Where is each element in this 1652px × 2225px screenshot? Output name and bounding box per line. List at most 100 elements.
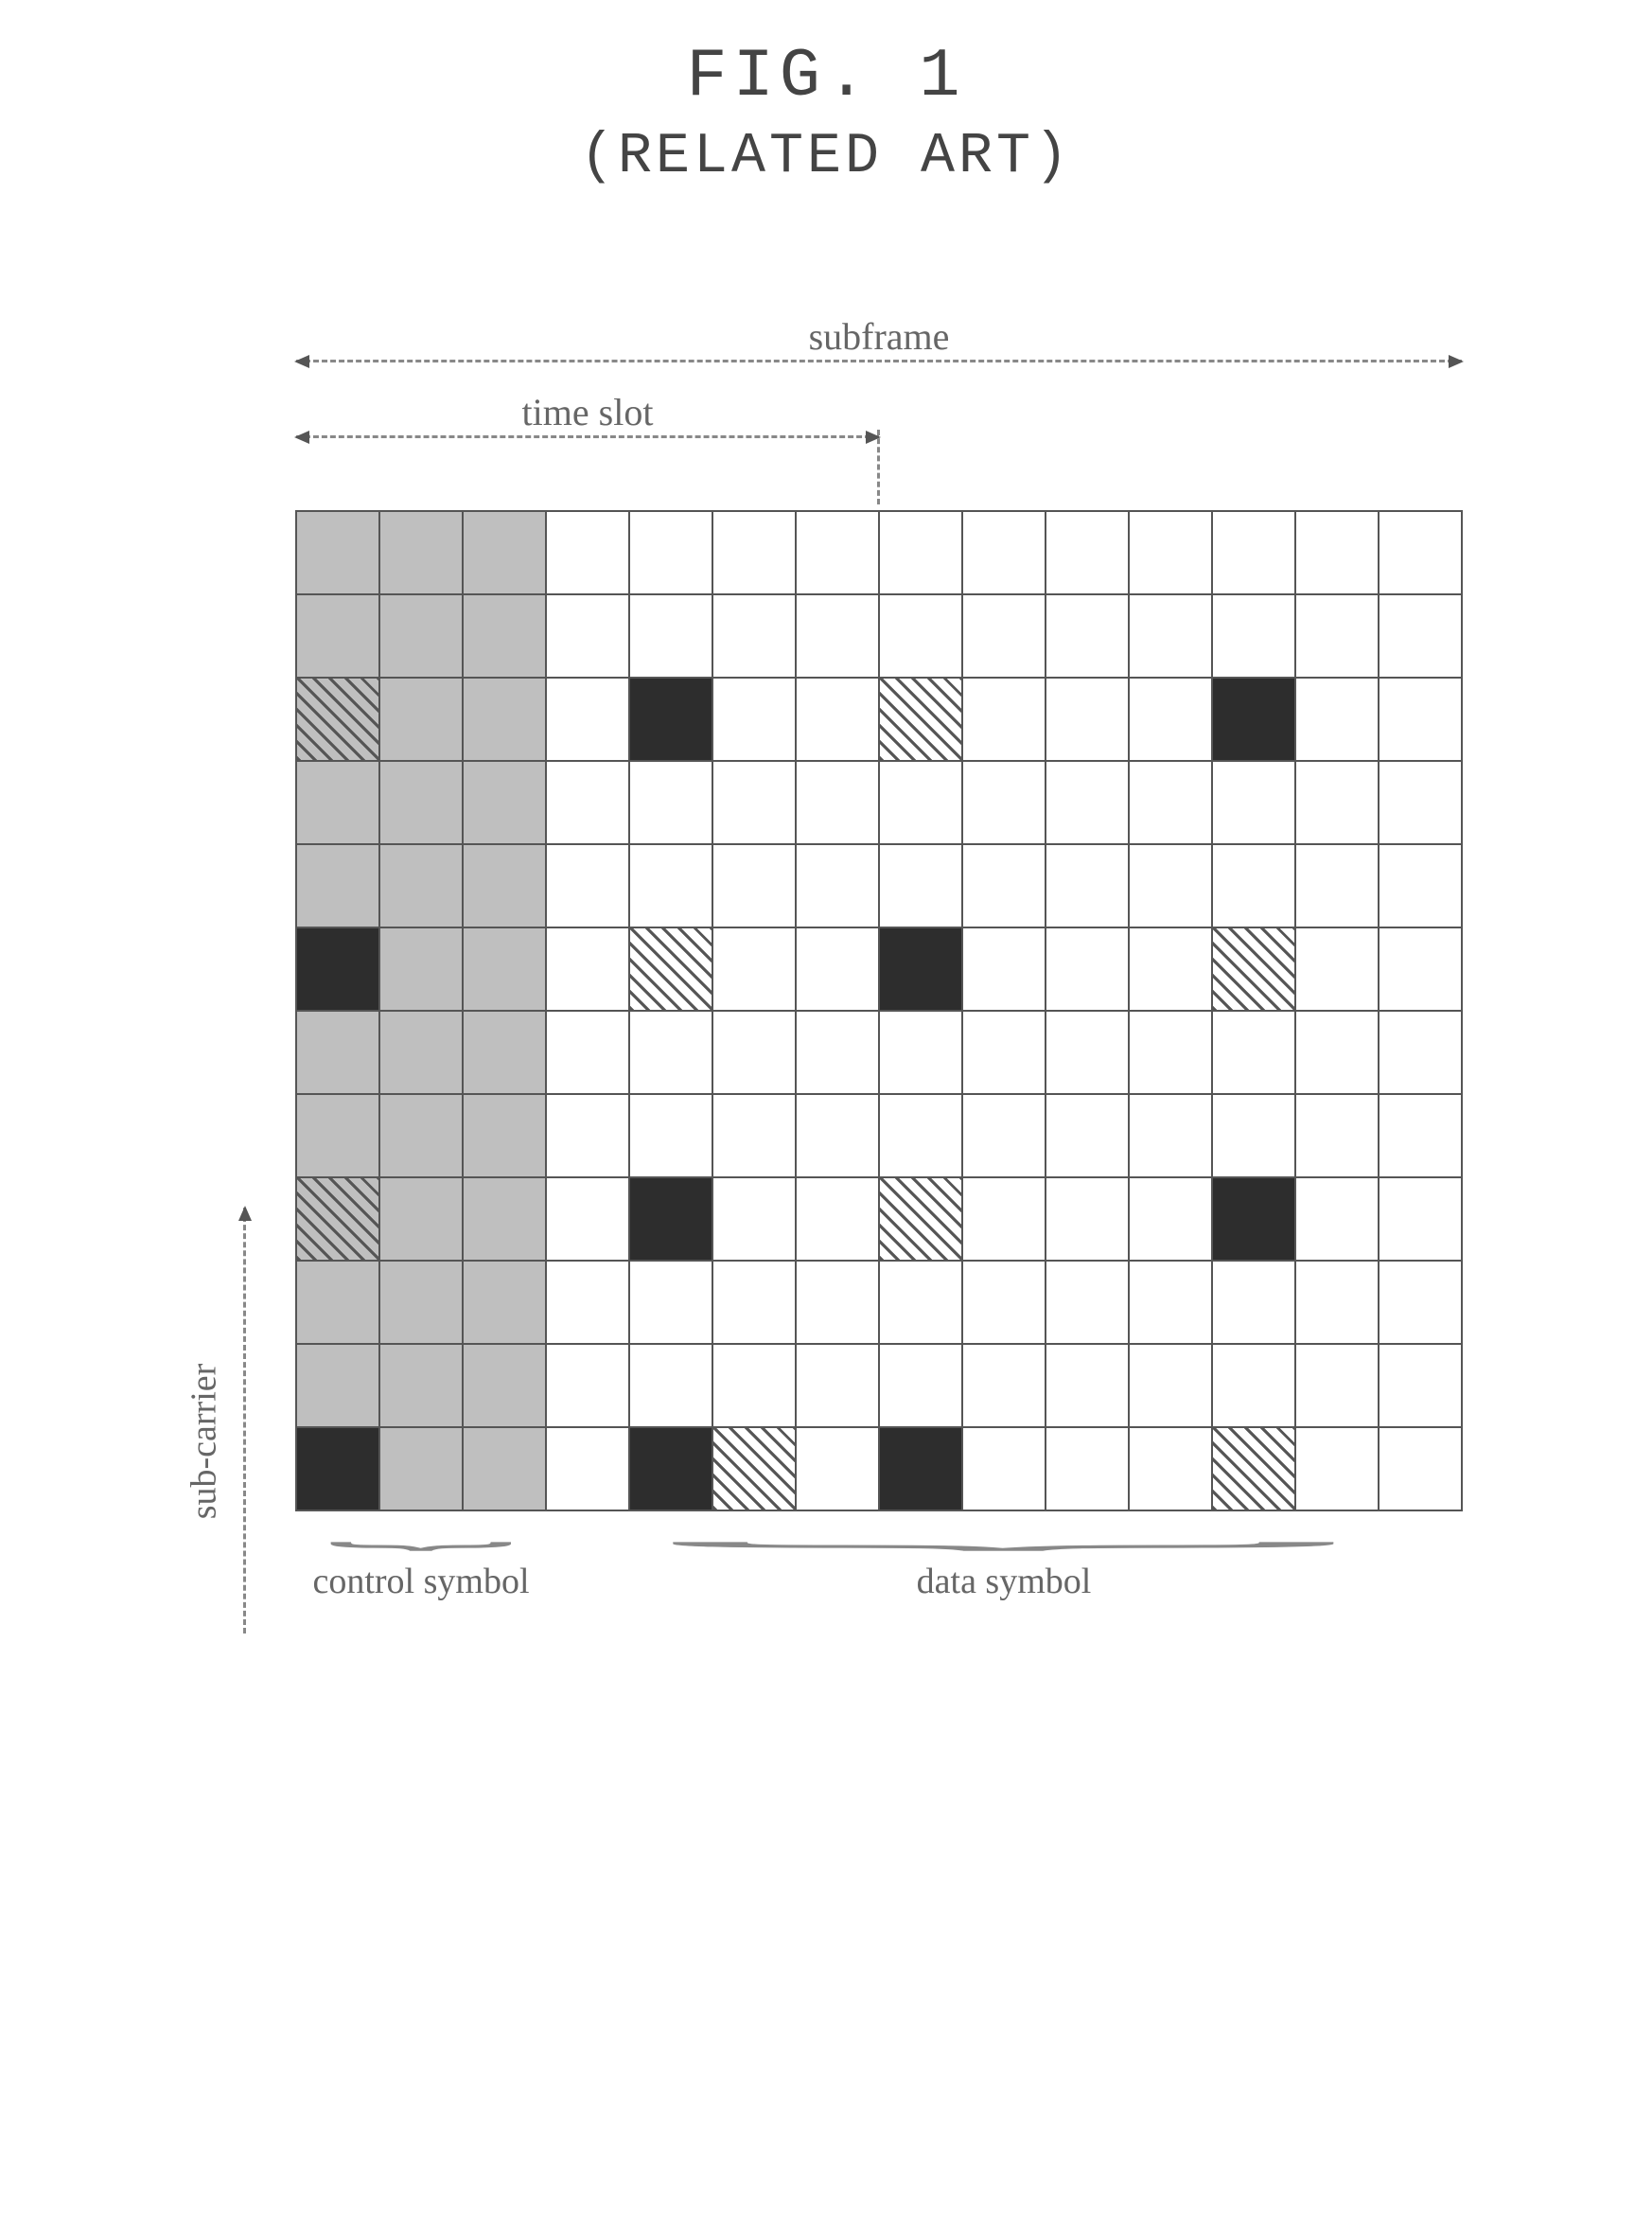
grid-cell [961, 1260, 1046, 1345]
grid-cell [878, 677, 963, 762]
bottom-brace-labels: ⏟ control symbol ⏟ data symbol [296, 1520, 1488, 1633]
subcarrier-arrow-line [243, 1208, 246, 1633]
grid-cell [878, 593, 963, 679]
grid-cell [378, 1093, 464, 1178]
grid-cell [462, 1093, 547, 1178]
grid-cell [1378, 927, 1463, 1012]
grid-cell [961, 760, 1046, 845]
grid-cell [878, 1260, 963, 1345]
grid-cell [545, 760, 630, 845]
grid-cell [295, 510, 380, 595]
grid-cell [712, 1010, 797, 1095]
grid-cell [1128, 927, 1213, 1012]
grid-cell [545, 593, 630, 679]
grid-cell [1128, 1260, 1213, 1345]
grid-cell [961, 510, 1046, 595]
grid-cell [712, 510, 797, 595]
grid-cell [795, 760, 880, 845]
grid-cell [1128, 510, 1213, 595]
subframe-arrow-line [296, 360, 1462, 362]
grid-cell [1378, 843, 1463, 928]
grid-cell [1045, 593, 1130, 679]
grid-cell [462, 677, 547, 762]
grid-cell [1045, 843, 1130, 928]
grid-cell [378, 760, 464, 845]
grid-cell [1378, 593, 1463, 679]
grid-cell [712, 1426, 797, 1511]
grid-cell [378, 1010, 464, 1095]
grid-cell [1128, 1176, 1213, 1262]
grid-cell [961, 1426, 1046, 1511]
grid-cell [628, 1426, 713, 1511]
grid-cell [295, 677, 380, 762]
grid-cell [295, 1343, 380, 1428]
grid-cell [712, 1093, 797, 1178]
grid-cell [1045, 1426, 1130, 1511]
grid-cell [1128, 1343, 1213, 1428]
grid-cell [378, 1260, 464, 1345]
grid-cell [1128, 760, 1213, 845]
grid-cell [295, 593, 380, 679]
figure-subtitle: (RELATED ART) [164, 125, 1488, 189]
grid-cell [545, 1426, 630, 1511]
grid-cell [1294, 1176, 1380, 1262]
grid-cell [545, 843, 630, 928]
grid-cell [545, 1260, 630, 1345]
grid-cell [961, 927, 1046, 1012]
grid-cell [712, 677, 797, 762]
top-dimension-labels: subframe time slot [296, 360, 1488, 511]
grid-cell [1128, 593, 1213, 679]
grid-cell [1211, 1093, 1296, 1178]
grid-cell [378, 1426, 464, 1511]
grid-cell [462, 760, 547, 845]
timeslot-end-tick [877, 430, 880, 504]
grid-cell [961, 1010, 1046, 1095]
grid-cell [295, 760, 380, 845]
title-block: FIG. 1 (RELATED ART) [164, 38, 1488, 189]
grid-cell [628, 593, 713, 679]
grid-cell [1378, 1260, 1463, 1345]
grid-cell [1378, 1426, 1463, 1511]
grid-cell [628, 677, 713, 762]
grid-cell [295, 1426, 380, 1511]
grid-cell [1211, 1176, 1296, 1262]
grid-cell [878, 1093, 963, 1178]
grid-cell [795, 843, 880, 928]
grid-cell [712, 1176, 797, 1262]
grid-cell [378, 843, 464, 928]
grid-cell [295, 1260, 380, 1345]
grid-cell [1294, 843, 1380, 928]
grid-cell [1045, 1010, 1130, 1095]
control-symbol-label: control symbol [296, 1561, 546, 1602]
grid-cell [1378, 1176, 1463, 1262]
grid-cell [712, 760, 797, 845]
grid-cell [462, 593, 547, 679]
grid-cell [1045, 1093, 1130, 1178]
grid-cell [1128, 1010, 1213, 1095]
grid-cell [1294, 593, 1380, 679]
grid-cell [628, 1343, 713, 1428]
grid-cell [378, 593, 464, 679]
grid-cell [712, 1343, 797, 1428]
grid-cell [1378, 1343, 1463, 1428]
grid-cell [545, 677, 630, 762]
grid-cell [878, 843, 963, 928]
data-symbol-label: data symbol [546, 1561, 1462, 1602]
grid-cell [295, 927, 380, 1012]
grid-cell [961, 1343, 1046, 1428]
grid-cell [1211, 1010, 1296, 1095]
grid-cell [795, 1343, 880, 1428]
grid-cell [795, 510, 880, 595]
grid-cell [1294, 927, 1380, 1012]
grid-cell [1128, 1093, 1213, 1178]
grid-cell [1378, 1010, 1463, 1095]
grid-cell [1211, 677, 1296, 762]
grid-cell [378, 510, 464, 595]
grid-cell [628, 760, 713, 845]
grid-cell [1211, 1426, 1296, 1511]
grid-cell [628, 1176, 713, 1262]
grid-cell [462, 1176, 547, 1262]
grid-cell [1128, 677, 1213, 762]
grid-cell [1378, 760, 1463, 845]
subframe-dimension: subframe [296, 360, 1462, 362]
